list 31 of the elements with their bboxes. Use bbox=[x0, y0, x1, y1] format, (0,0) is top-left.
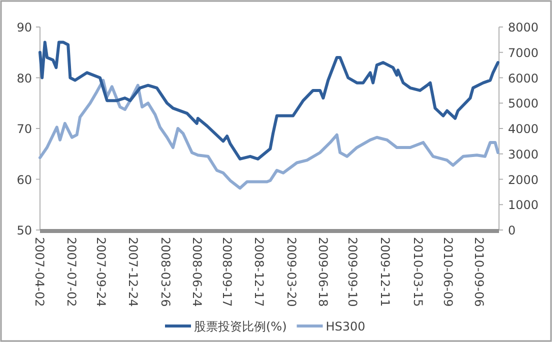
x-tick-label: 2007-04-02 bbox=[32, 237, 46, 307]
x-tick-label: 2010-06-09 bbox=[440, 237, 455, 307]
y2-tick-label: 6000 bbox=[508, 71, 539, 86]
y2-tick-label: 5000 bbox=[508, 96, 539, 111]
x-tick-label: 2009-12-11 bbox=[378, 237, 392, 307]
y-tick-label: 90 bbox=[16, 20, 32, 34]
x-tick-label: 2010-09-06 bbox=[472, 237, 486, 307]
y-tick-label: 50 bbox=[16, 224, 32, 238]
x-tick-label: 2009-06-18 bbox=[316, 237, 330, 307]
y-tick-label: 80 bbox=[16, 71, 32, 86]
x-tick-label: 2008-06-24 bbox=[190, 237, 204, 307]
x-tick-label: 2009-09-10 bbox=[346, 237, 360, 307]
x-tick-label: 2008-03-26 bbox=[158, 237, 172, 307]
y2-tick-label: 7000 bbox=[508, 46, 539, 60]
x-tick-label: 2010-03-15 bbox=[410, 237, 425, 307]
y2-tick-label: 8000 bbox=[508, 20, 539, 34]
x-tick-label: 2008-09-17 bbox=[220, 237, 234, 307]
y2-tick-label: 1000 bbox=[508, 198, 539, 212]
x-tick-label: 2009-03-20 bbox=[284, 237, 298, 307]
y2-tick-label: 2000 bbox=[508, 172, 539, 187]
y-tick-label: 60 bbox=[16, 172, 32, 187]
legend-label: HS300 bbox=[326, 320, 366, 334]
y2-tick-label: 4000 bbox=[508, 122, 539, 136]
y-tick-label: 70 bbox=[16, 122, 32, 136]
x-tick-label: 2007-07-02 bbox=[64, 237, 78, 307]
x-tick-label: 2008-12-17 bbox=[252, 237, 266, 307]
x-tick-label: 2007-09-24 bbox=[94, 237, 108, 307]
legend-label: 股票投资比例(%) bbox=[194, 320, 287, 334]
y2-tick-label: 3000 bbox=[508, 147, 539, 162]
y2-tick-label: 0 bbox=[508, 224, 516, 238]
x-tick-label: 2007-12-24 bbox=[126, 237, 140, 307]
